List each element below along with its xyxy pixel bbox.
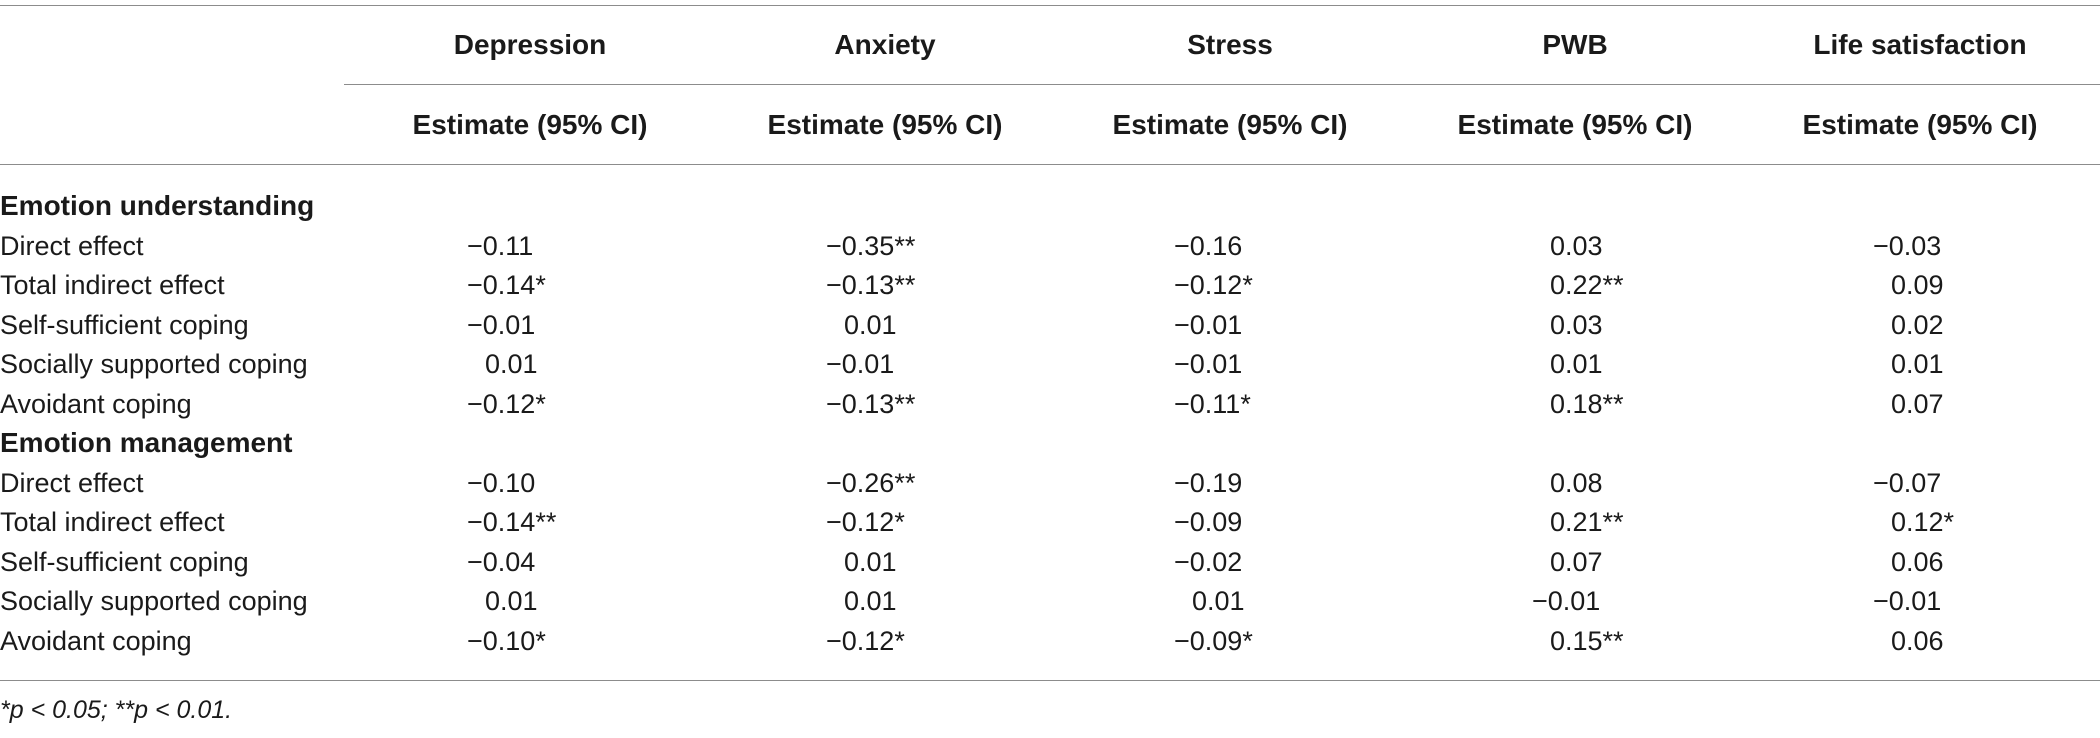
table-cell-stress: −0.11*	[1174, 388, 1251, 419]
row-label: Self-sufficient coping	[0, 309, 249, 340]
row-label: Total indirect effect	[0, 270, 225, 300]
table-cell-depression: 0.01	[485, 349, 538, 379]
column-header-life-satisfaction: Life satisfaction	[1813, 29, 2027, 60]
table-cell-depression: −0.14*	[467, 270, 546, 300]
column-subheader-life-satisfaction: Estimate (95% CI)	[1802, 109, 2038, 140]
table-cell-stress: −0.01	[1174, 349, 1243, 379]
table-cell-pwb: 0.22**	[1550, 270, 1624, 300]
table-cell-stress: −0.09	[1174, 507, 1243, 537]
column-subheader-anxiety: Estimate (95% CI)	[767, 109, 1003, 140]
table-cell-life-satisfaction: −0.07	[1873, 467, 1942, 498]
table-cell-pwb: 0.01	[1550, 349, 1603, 379]
table-cell-depression: −0.10	[467, 467, 536, 498]
table-cell-stress: 0.01	[1192, 586, 1245, 616]
section-title-emotion-understanding: Emotion understanding	[0, 190, 315, 221]
table-cell-life-satisfaction: 0.09	[1891, 270, 1944, 300]
table-cell-anxiety: 0.01	[844, 586, 897, 616]
table-cell-stress: −0.09*	[1174, 625, 1253, 656]
table-cell-life-satisfaction: 0.01	[1891, 349, 1944, 379]
row-label: Socially supported coping	[0, 349, 308, 379]
table-cell-anxiety: −0.12*	[826, 625, 905, 656]
table-cell-stress: −0.12*	[1174, 270, 1253, 300]
row-label: Socially supported coping	[0, 586, 308, 616]
row-label: Direct effect	[0, 467, 144, 498]
table-cell-life-satisfaction: 0.06	[1891, 625, 1944, 656]
table-cell-anxiety: −0.13**	[826, 270, 916, 300]
column-subheader-pwb: Estimate (95% CI)	[1457, 109, 1693, 140]
table-cell-life-satisfaction: −0.01	[1873, 586, 1942, 616]
table-cell-stress: −0.19	[1174, 467, 1243, 498]
table-cell-life-satisfaction: 0.06	[1891, 546, 1944, 577]
row-label: Avoidant coping	[0, 625, 192, 656]
table-cell-depression: −0.10*	[467, 625, 546, 656]
table-footnote: *p < 0.05; **p < 0.01.	[0, 696, 233, 724]
table-cell-depression: −0.12*	[467, 388, 546, 419]
top-rule	[0, 5, 2100, 6]
row-label: Avoidant coping	[0, 388, 192, 419]
table-cell-pwb: 0.03	[1550, 309, 1603, 340]
table-cell-stress: −0.16	[1174, 230, 1243, 261]
column-header-depression: Depression	[453, 29, 607, 60]
header-bottom-rule	[0, 164, 2100, 165]
table-cell-pwb: −0.01	[1532, 586, 1601, 616]
column-header-anxiety: Anxiety	[834, 29, 936, 60]
table-cell-pwb: 0.08	[1550, 467, 1603, 498]
table-cell-pwb: 0.15**	[1550, 625, 1624, 656]
column-header-pwb: PWB	[1542, 29, 1608, 60]
column-header-stress: Stress	[1187, 29, 1273, 60]
header-divider-rule	[344, 84, 2100, 85]
table-cell-anxiety: −0.35**	[826, 230, 916, 261]
table-cell-stress: −0.02	[1174, 546, 1243, 577]
section-title-emotion-management: Emotion management	[0, 427, 293, 458]
table-cell-pwb: 0.21**	[1550, 507, 1624, 537]
table-cell-anxiety: −0.01	[826, 349, 895, 379]
table-cell-life-satisfaction: −0.03	[1873, 230, 1942, 261]
table-cell-depression: −0.14**	[467, 507, 557, 537]
table-cell-depression: −0.04	[467, 546, 536, 577]
table-cell-depression: 0.01	[485, 586, 538, 616]
table-cell-depression: −0.11	[467, 230, 534, 261]
row-label: Self-sufficient coping	[0, 546, 249, 577]
row-label: Direct effect	[0, 230, 144, 261]
table-cell-life-satisfaction: 0.07	[1891, 388, 1944, 419]
table-cell-life-satisfaction: 0.02	[1891, 309, 1944, 340]
table-cell-depression: −0.01	[467, 309, 536, 340]
table-cell-anxiety: −0.26**	[826, 467, 916, 498]
table-cell-stress: −0.01	[1174, 309, 1243, 340]
row-label: Total indirect effect	[0, 507, 225, 537]
table-cell-pwb: 0.18**	[1550, 388, 1624, 419]
table-cell-anxiety: −0.13**	[826, 388, 916, 419]
table-cell-anxiety: −0.12*	[826, 507, 905, 537]
table-cell-pwb: 0.03	[1550, 230, 1603, 261]
table-cell-anxiety: 0.01	[844, 546, 897, 577]
table-cell-anxiety: 0.01	[844, 309, 897, 340]
column-subheader-stress: Estimate (95% CI)	[1112, 109, 1348, 140]
table-cell-pwb: 0.07	[1550, 546, 1603, 577]
table-cell-life-satisfaction: 0.12*	[1891, 507, 1955, 537]
column-subheader-depression: Estimate (95% CI)	[412, 109, 648, 140]
bottom-rule	[0, 680, 2100, 681]
